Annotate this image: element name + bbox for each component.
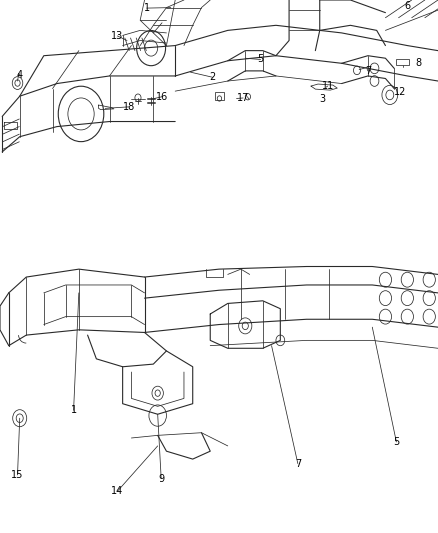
Text: 5: 5	[258, 54, 264, 64]
Text: 4: 4	[17, 70, 23, 80]
Text: 16: 16	[156, 92, 168, 102]
Text: 7: 7	[295, 458, 301, 469]
Text: 17: 17	[237, 93, 249, 103]
Bar	[396, 59, 409, 64]
Text: 13: 13	[111, 31, 124, 41]
Text: 15: 15	[11, 470, 24, 480]
Text: 7: 7	[365, 66, 371, 76]
Text: 6: 6	[404, 1, 410, 11]
Text: 5: 5	[393, 437, 399, 447]
Text: 14: 14	[111, 486, 124, 496]
Text: 3: 3	[319, 94, 325, 104]
Text: 12: 12	[394, 87, 406, 98]
Text: 1: 1	[71, 405, 77, 415]
Text: 9: 9	[158, 474, 164, 483]
Bar	[215, 92, 224, 100]
Text: 11: 11	[321, 81, 334, 91]
Text: 8: 8	[415, 58, 421, 68]
Text: 1: 1	[144, 3, 150, 13]
Text: 18: 18	[123, 102, 135, 112]
Text: 2: 2	[209, 72, 215, 82]
